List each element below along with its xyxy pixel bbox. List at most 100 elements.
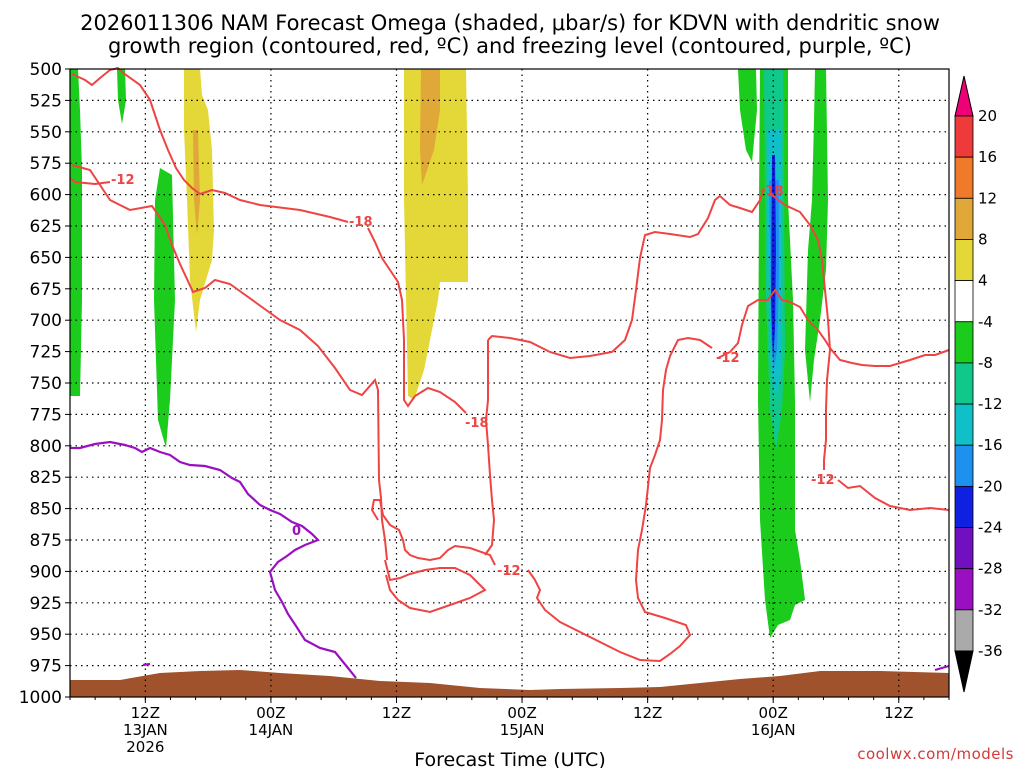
freezing-level-contours (70, 440, 950, 679)
contour-label-minus12: -12 (716, 351, 740, 366)
temp-contour-minus12 (487, 187, 765, 360)
colorbar-label: -32 (978, 601, 1003, 619)
x-tick-date: 15JAN (500, 721, 545, 739)
y-tick-label: 750 (30, 374, 62, 394)
colorbar-swatch (954, 527, 974, 570)
colorbar-label: -24 (978, 519, 1003, 537)
colorbar-label: 8 (978, 230, 988, 248)
colorbar-swatch (954, 197, 974, 240)
colorbar: 20 16 12 8 4 -4 -8 -12 -16 -20 -24 -28 -32 -36 (954, 75, 1003, 693)
y-tick-label: 775 (30, 405, 62, 425)
colorbar-label: 20 (978, 107, 997, 125)
contour-label-zero: 0 (292, 524, 301, 539)
temp-contour-minus12 (717, 288, 950, 367)
chart-title-line2: growth region (contoured, red, ºC) and f… (108, 34, 912, 58)
omega-green-area (117, 69, 126, 124)
colorbar-label: -8 (978, 354, 993, 372)
omega-yellow-area (404, 69, 468, 400)
temp-contour-minus12 (69, 177, 111, 186)
y-tick-label: 500 (30, 60, 62, 80)
freezing-level-contour (934, 664, 950, 672)
x-tick-label: 00Z (256, 704, 285, 722)
y-tick-label: 725 (30, 343, 62, 363)
colorbar-swatch (954, 321, 974, 364)
x-tick-date: 14JAN (249, 721, 294, 739)
colorbar-label: 16 (978, 148, 997, 166)
colorbar-swatch (954, 485, 974, 528)
credit-text: coolwx.com/models (857, 745, 1014, 763)
x-tick-label: 12Z (884, 704, 913, 722)
y-axis-ticks: 500 525 550 575 600 625 650 675 700 725 750 775 800 8… (19, 60, 70, 708)
x-tick-label: 12Z (633, 704, 662, 722)
temp-contour-minus18 (71, 164, 388, 561)
temp-contour-minus12 (384, 559, 487, 614)
grid-lines (70, 69, 949, 697)
x-tick-date: 13JAN (123, 721, 168, 739)
temp-contour-minus12 (370, 499, 496, 566)
x-tick-label: 00Z (507, 704, 536, 722)
colorbar-label: -4 (978, 313, 993, 331)
colorbar-swatch (954, 609, 974, 652)
colorbar-label: -28 (978, 560, 1003, 578)
omega-orange-area (193, 130, 200, 235)
y-tick-label: 550 (30, 123, 62, 143)
omega-orange-area (420, 69, 440, 185)
y-tick-label: 925 (30, 594, 62, 614)
omega-green-area (70, 69, 82, 396)
temp-contour-minus18 (367, 227, 467, 414)
colorbar-label: 12 (978, 189, 997, 207)
colorbar-overflow-high (954, 75, 974, 117)
colorbar-swatch (954, 239, 974, 282)
y-tick-label: 600 (30, 186, 62, 206)
y-tick-label: 875 (30, 531, 62, 551)
contour-label-minus18: -18 (349, 215, 373, 230)
y-tick-label: 850 (30, 500, 62, 520)
colorbar-swatch (954, 362, 974, 405)
temperature-contours (69, 66, 950, 663)
contour-label-minus12: -12 (111, 173, 135, 188)
colorbar-label: 4 (978, 272, 988, 290)
x-axis-title: Forecast Time (UTC) (414, 749, 605, 768)
chart-title-line1: 2026011306 NAM Forecast Omega (shaded, μ… (80, 11, 940, 35)
x-tick-label: 00Z (759, 704, 788, 722)
omega-green-area (738, 69, 757, 162)
colorbar-overflow-low (954, 650, 974, 693)
temp-contour-minus12 (484, 340, 496, 556)
temp-contour-minus12 (771, 194, 832, 470)
y-tick-label: 675 (30, 280, 62, 300)
contour-label-minus12: -12 (811, 473, 835, 488)
contour-label-minus12: -12 (497, 564, 521, 579)
freezing-level-contour (142, 662, 151, 667)
contour-label-minus18: -18 (465, 416, 489, 431)
y-tick-label: 800 (30, 437, 62, 457)
y-tick-label: 625 (30, 217, 62, 237)
colorbar-swatch (954, 568, 974, 611)
y-tick-label: 900 (30, 562, 62, 582)
colorbar-label: -16 (978, 436, 1003, 454)
y-tick-label: 575 (30, 154, 62, 174)
x-tick-date: 16JAN (751, 721, 796, 739)
temp-contour-minus12 (837, 479, 950, 512)
colorbar-label: -20 (978, 477, 1003, 495)
x-tick-year: 2026 (126, 738, 164, 756)
colorbar-swatch (954, 403, 974, 446)
contour-label-minus18: -18 (760, 184, 784, 199)
freezing-level-contour (70, 440, 357, 679)
y-tick-label: 825 (30, 468, 62, 488)
x-tick-label: 12Z (131, 704, 160, 722)
temp-contour-minus12 (527, 336, 713, 663)
contour-labels: -12 -18 -18 -18 -12 -12 -12 0 (111, 173, 835, 579)
x-tick-label: 12Z (382, 704, 411, 722)
y-tick-label: 1000 (19, 688, 62, 708)
colorbar-swatch (954, 280, 974, 323)
colorbar-swatch (954, 156, 974, 199)
plot-area: -12 -18 -18 -18 -12 -12 -12 0 (69, 66, 950, 698)
colorbar-swatch (954, 115, 974, 158)
y-tick-label: 525 (30, 91, 62, 111)
y-tick-label: 950 (30, 625, 62, 645)
colorbar-label: -12 (978, 395, 1003, 413)
y-tick-label: 650 (30, 248, 62, 268)
temp-contour-minus12 (71, 66, 349, 223)
